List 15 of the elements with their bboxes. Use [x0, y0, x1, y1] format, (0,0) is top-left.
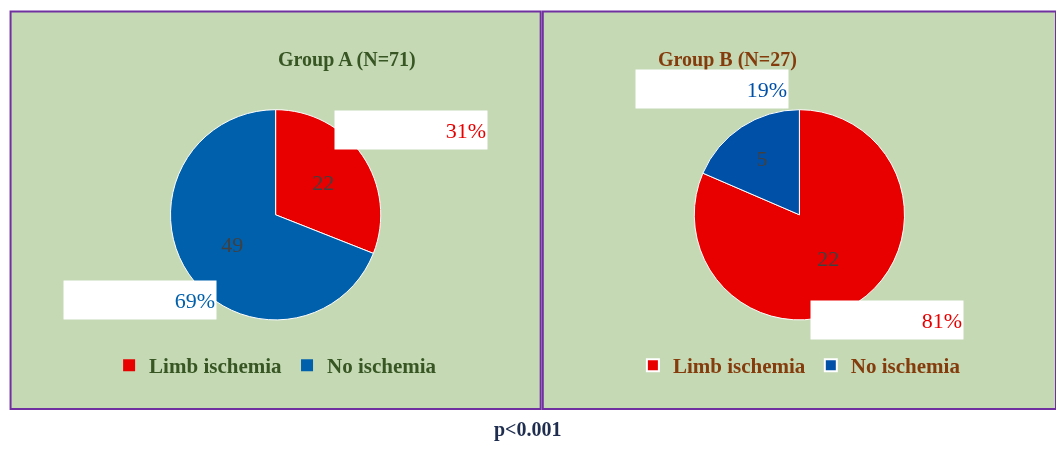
- data-label: 49: [221, 231, 244, 257]
- text: p<0.001: [494, 418, 562, 441]
- data-label: 5: [756, 145, 768, 171]
- data-label: 22: [817, 246, 840, 272]
- text: 69%: [174, 287, 215, 313]
- chart-title: Group B (N=27): [658, 48, 797, 71]
- data-label: 22: [312, 169, 335, 195]
- text: 81%: [921, 307, 962, 333]
- legend-label: Limb ischemia: [672, 354, 806, 379]
- legend-label: Limb ischemia: [149, 354, 283, 379]
- text: 19%: [746, 76, 787, 102]
- chart-title: Group A (N=71): [278, 48, 416, 71]
- text: 31%: [445, 117, 486, 143]
- legend-label: No ischemia: [850, 354, 961, 379]
- legend-label: No ischemia: [327, 354, 437, 379]
